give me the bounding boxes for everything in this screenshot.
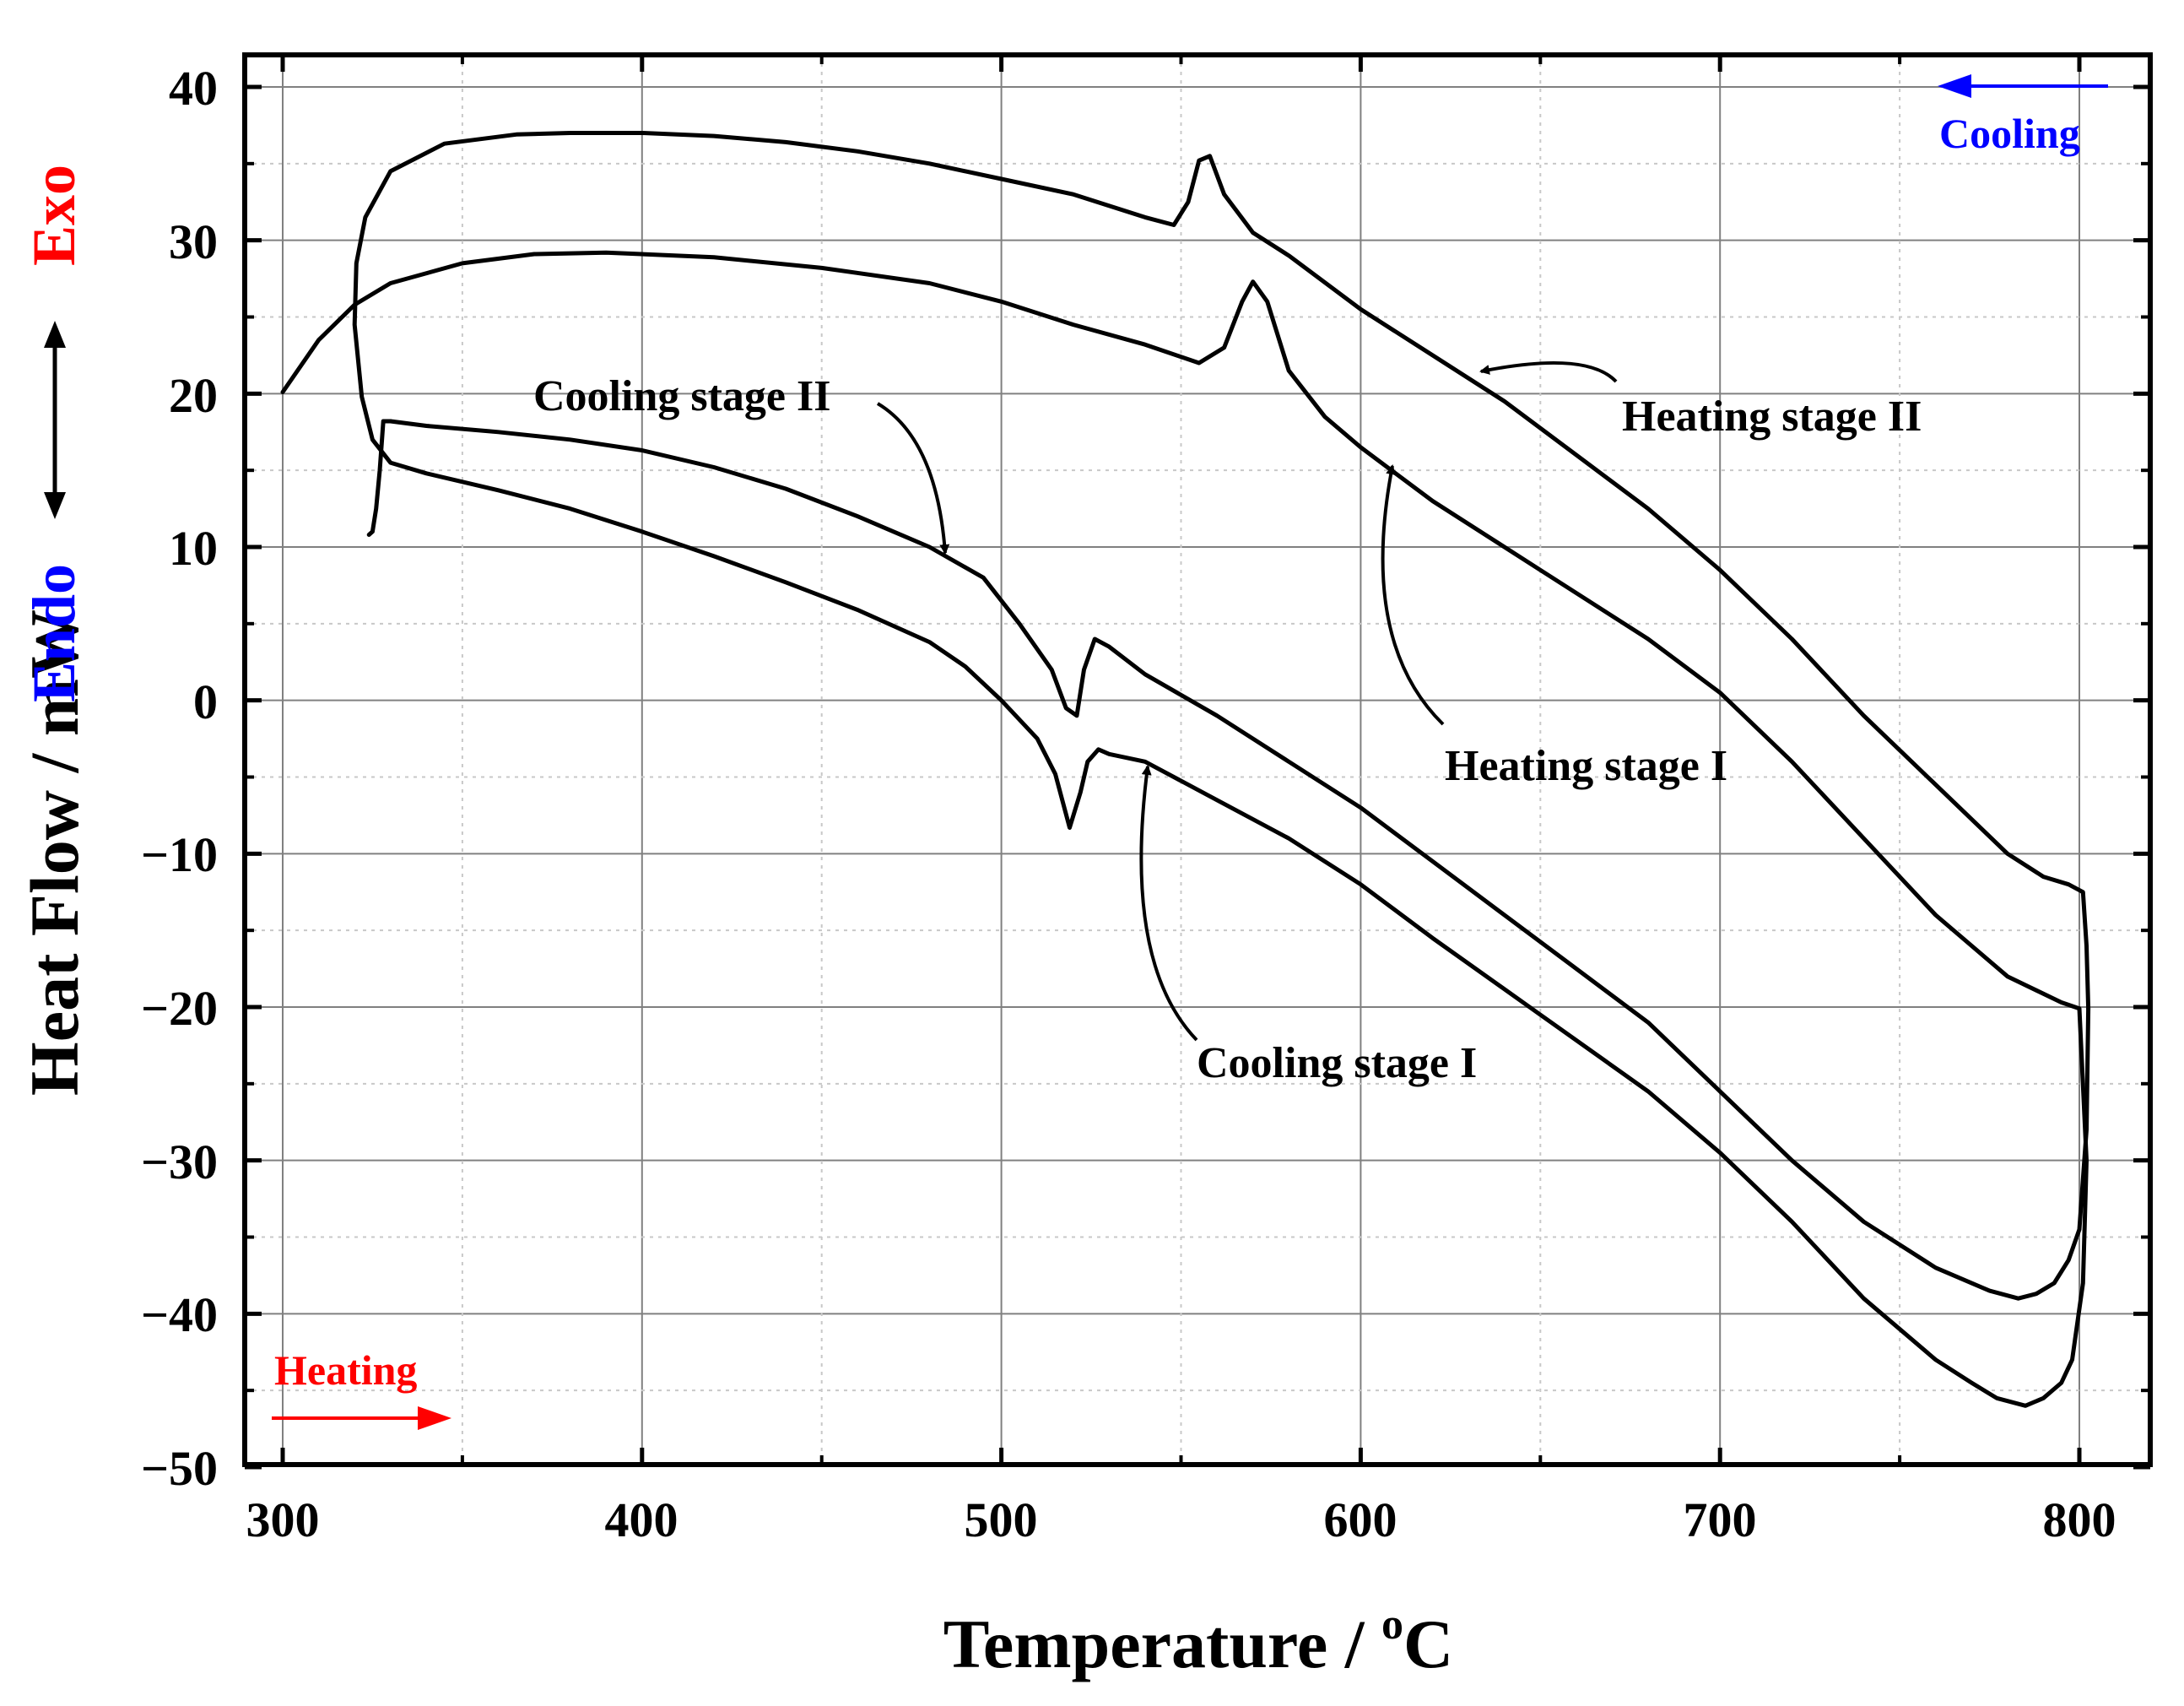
series-line-heating-stage-i <box>280 250 2082 1011</box>
data-series <box>280 131 2091 1408</box>
cooling-label: Cooling <box>1939 110 2080 157</box>
x-axis-title-unit: C <box>1403 1606 1453 1682</box>
x-axis-title-sup: o <box>1381 1600 1403 1649</box>
y-tick-label: 0 <box>193 674 218 729</box>
annotation-heating-stage-I: Heating stage I <box>1445 742 1727 790</box>
annotation-heating-stage-II: Heating stage II <box>1622 393 1922 441</box>
endo-label-group: Endo <box>20 564 88 702</box>
annotation-cooling-stage-I: Cooling stage I <box>1197 1039 1477 1087</box>
y-tick-label: −40 <box>141 1287 218 1342</box>
arrow-heating-stage-I <box>1381 464 1445 726</box>
x-tick-label: 700 <box>1684 1492 1757 1547</box>
grid <box>245 55 2150 1465</box>
y-tick-label: −30 <box>141 1135 218 1189</box>
endo-label: Endo <box>20 564 88 702</box>
plot-frame <box>242 52 2153 1467</box>
arrow-cooling-stage-I <box>1139 765 1198 1042</box>
y-tick-label: 40 <box>169 61 218 116</box>
x-tick-label: 800 <box>2043 1492 2116 1547</box>
y-tick-label: 20 <box>169 368 218 423</box>
x-axis-title: Temperature / oC <box>943 1600 1454 1682</box>
x-tick-label: 500 <box>965 1492 1038 1547</box>
exo-label: Exo <box>20 165 88 266</box>
y-tick-labels: 40 30 20 10 0 −10 −20 −30 −40 −50 <box>141 61 218 1496</box>
annotation-arrows <box>876 360 1618 1042</box>
exo-label-group: Exo <box>20 165 88 266</box>
x-tick-label: 300 <box>246 1492 320 1547</box>
series-line-cooling-stage-ii <box>388 419 2091 1301</box>
y-tick-label: −20 <box>141 981 218 1036</box>
exo-endo-double-arrow-icon <box>44 321 66 519</box>
y-tick-label: 30 <box>169 214 218 269</box>
heating-arrowhead-icon <box>418 1406 451 1430</box>
series-line-cooling-stage-i <box>352 131 2091 1408</box>
axis-ticks <box>245 55 2150 1470</box>
y-axis-title: Heat Flow / mW <box>16 609 93 1096</box>
y-tick-label: 10 <box>169 521 218 576</box>
arrow-heating-stage-II <box>1479 360 1618 383</box>
y-tick-label: −50 <box>141 1441 218 1496</box>
cooling-direction-indicator: Cooling <box>1938 74 2108 157</box>
cooling-arrowhead-icon <box>1938 74 1971 98</box>
x-tick-label: 600 <box>1324 1492 1397 1547</box>
x-tick-label: 400 <box>605 1492 678 1547</box>
heating-direction-indicator: Heating <box>272 1346 451 1430</box>
arrow-cooling-stage-II <box>876 402 950 555</box>
series-line-heating-stage-ii <box>366 419 393 537</box>
y-tick-label: −10 <box>141 827 218 882</box>
y-axis-title-group: Heat Flow / mW <box>16 609 93 1096</box>
x-tick-labels: 300 400 500 600 700 800 <box>246 1492 2116 1547</box>
x-axis-title-main: Temperature / <box>943 1606 1381 1682</box>
annotation-cooling-stage-II: Cooling stage II <box>533 372 830 420</box>
heating-label: Heating <box>274 1346 417 1394</box>
